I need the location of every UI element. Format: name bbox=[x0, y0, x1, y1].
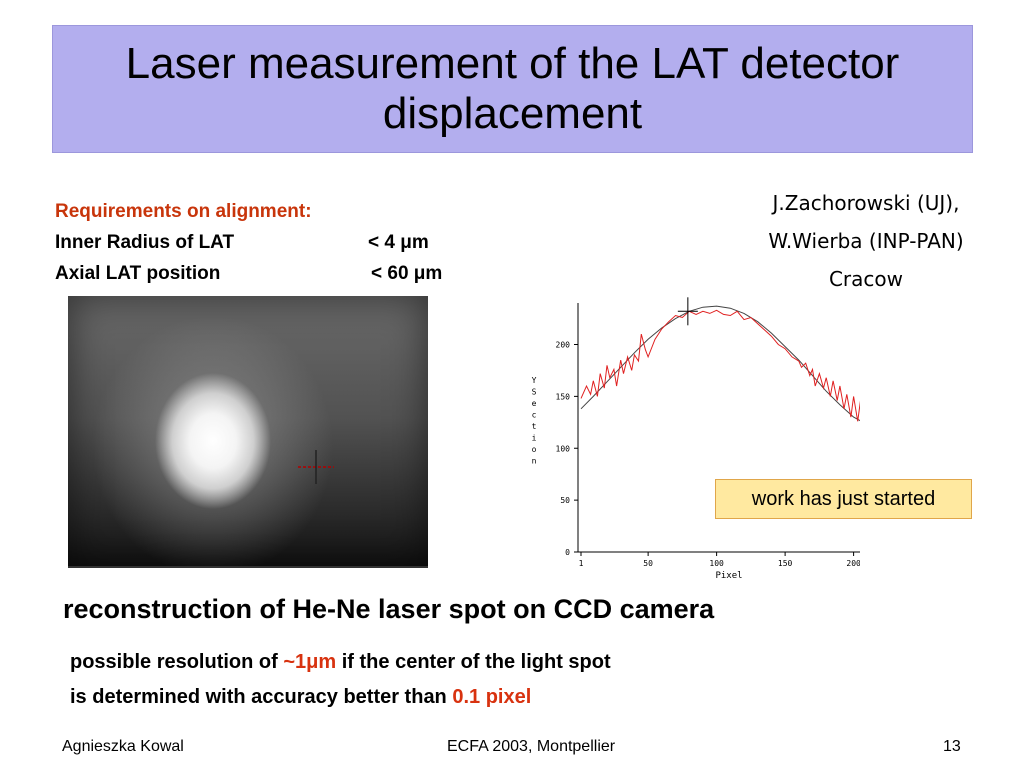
reconstruction-caption: reconstruction of He-Ne laser spot on CC… bbox=[63, 594, 715, 624]
y-label-letter: e bbox=[532, 399, 537, 408]
accuracy-prefix: is determined with accuracy better than bbox=[70, 686, 453, 708]
x-tick-label: 150 bbox=[778, 559, 793, 568]
resolution-prefix: possible resolution of bbox=[70, 651, 284, 673]
requirement-label: Inner Radius of LAT bbox=[55, 232, 235, 253]
footer-page-number: 13 bbox=[943, 738, 961, 755]
title-box: Laser measurement of the LAT detector di… bbox=[52, 25, 973, 153]
y-label-letter: S bbox=[532, 388, 537, 397]
resolution-line-2: is determined with accuracy better than … bbox=[70, 686, 531, 709]
y-tick-label: 50 bbox=[560, 496, 570, 505]
resolution-suffix: if the center of the light spot bbox=[336, 651, 611, 673]
chart-series bbox=[580, 305, 860, 422]
accuracy-value: 0.1 pixel bbox=[452, 686, 532, 708]
author-line-2: W.Wierba (INP-PAN) bbox=[768, 229, 964, 253]
requirement-label: Axial LAT position bbox=[55, 263, 221, 284]
x-tick-label: 50 bbox=[643, 559, 653, 568]
x-tick-label: 100 bbox=[709, 559, 724, 568]
requirement-row-inner-radius: Inner Radius of LAT < 4 μm bbox=[55, 231, 475, 255]
y-tick-label: 150 bbox=[556, 392, 571, 401]
footer-event: ECFA 2003, Montpellier bbox=[447, 738, 616, 755]
requirement-value: < 60 μm bbox=[371, 263, 443, 284]
x-axis-label: Pixel bbox=[715, 571, 742, 580]
series-line-2 bbox=[580, 309, 860, 422]
ccd-laser-spot-image bbox=[68, 296, 428, 568]
footer-author: Agnieszka Kowal bbox=[62, 738, 184, 755]
requirement-value: < 4 μm bbox=[368, 232, 429, 253]
status-note: work has just started bbox=[715, 479, 972, 519]
image-base-line bbox=[68, 566, 428, 568]
author-line-1: J.Zachorowski (UJ), bbox=[772, 191, 960, 215]
title-line-1: Laser measurement of the LAT detector bbox=[125, 39, 900, 88]
requirements-heading: Requirements on alignment: bbox=[55, 201, 312, 222]
y-label-letter: Y bbox=[532, 376, 537, 385]
y-label-letter: o bbox=[532, 445, 537, 454]
chart-cursor-icon bbox=[677, 297, 698, 326]
x-tick-label: 1 bbox=[579, 559, 584, 568]
y-tick-label: 100 bbox=[556, 444, 571, 453]
y-label-letter: i bbox=[532, 434, 537, 443]
author-line-3: Cracow bbox=[828, 267, 904, 291]
resolution-value: ~1μm bbox=[283, 651, 337, 673]
y-label-letter: t bbox=[532, 422, 537, 431]
title-line-2: displacement bbox=[382, 89, 643, 138]
crosshair-icon bbox=[298, 450, 334, 484]
requirement-row-axial-position: Axial LAT position < 60 μm bbox=[55, 262, 475, 286]
resolution-line-1: possible resolution of ~1μm if the cente… bbox=[70, 651, 611, 674]
y-label-letter: n bbox=[532, 457, 537, 466]
y-label-letter: c bbox=[532, 411, 537, 420]
authors: J.Zachorowski (UJ), W.Wierba (INP-PAN) C… bbox=[716, 184, 1016, 298]
y-tick-label: 0 bbox=[565, 548, 570, 557]
x-tick-label: 200 bbox=[846, 559, 860, 568]
y-tick-label: 200 bbox=[556, 341, 571, 350]
